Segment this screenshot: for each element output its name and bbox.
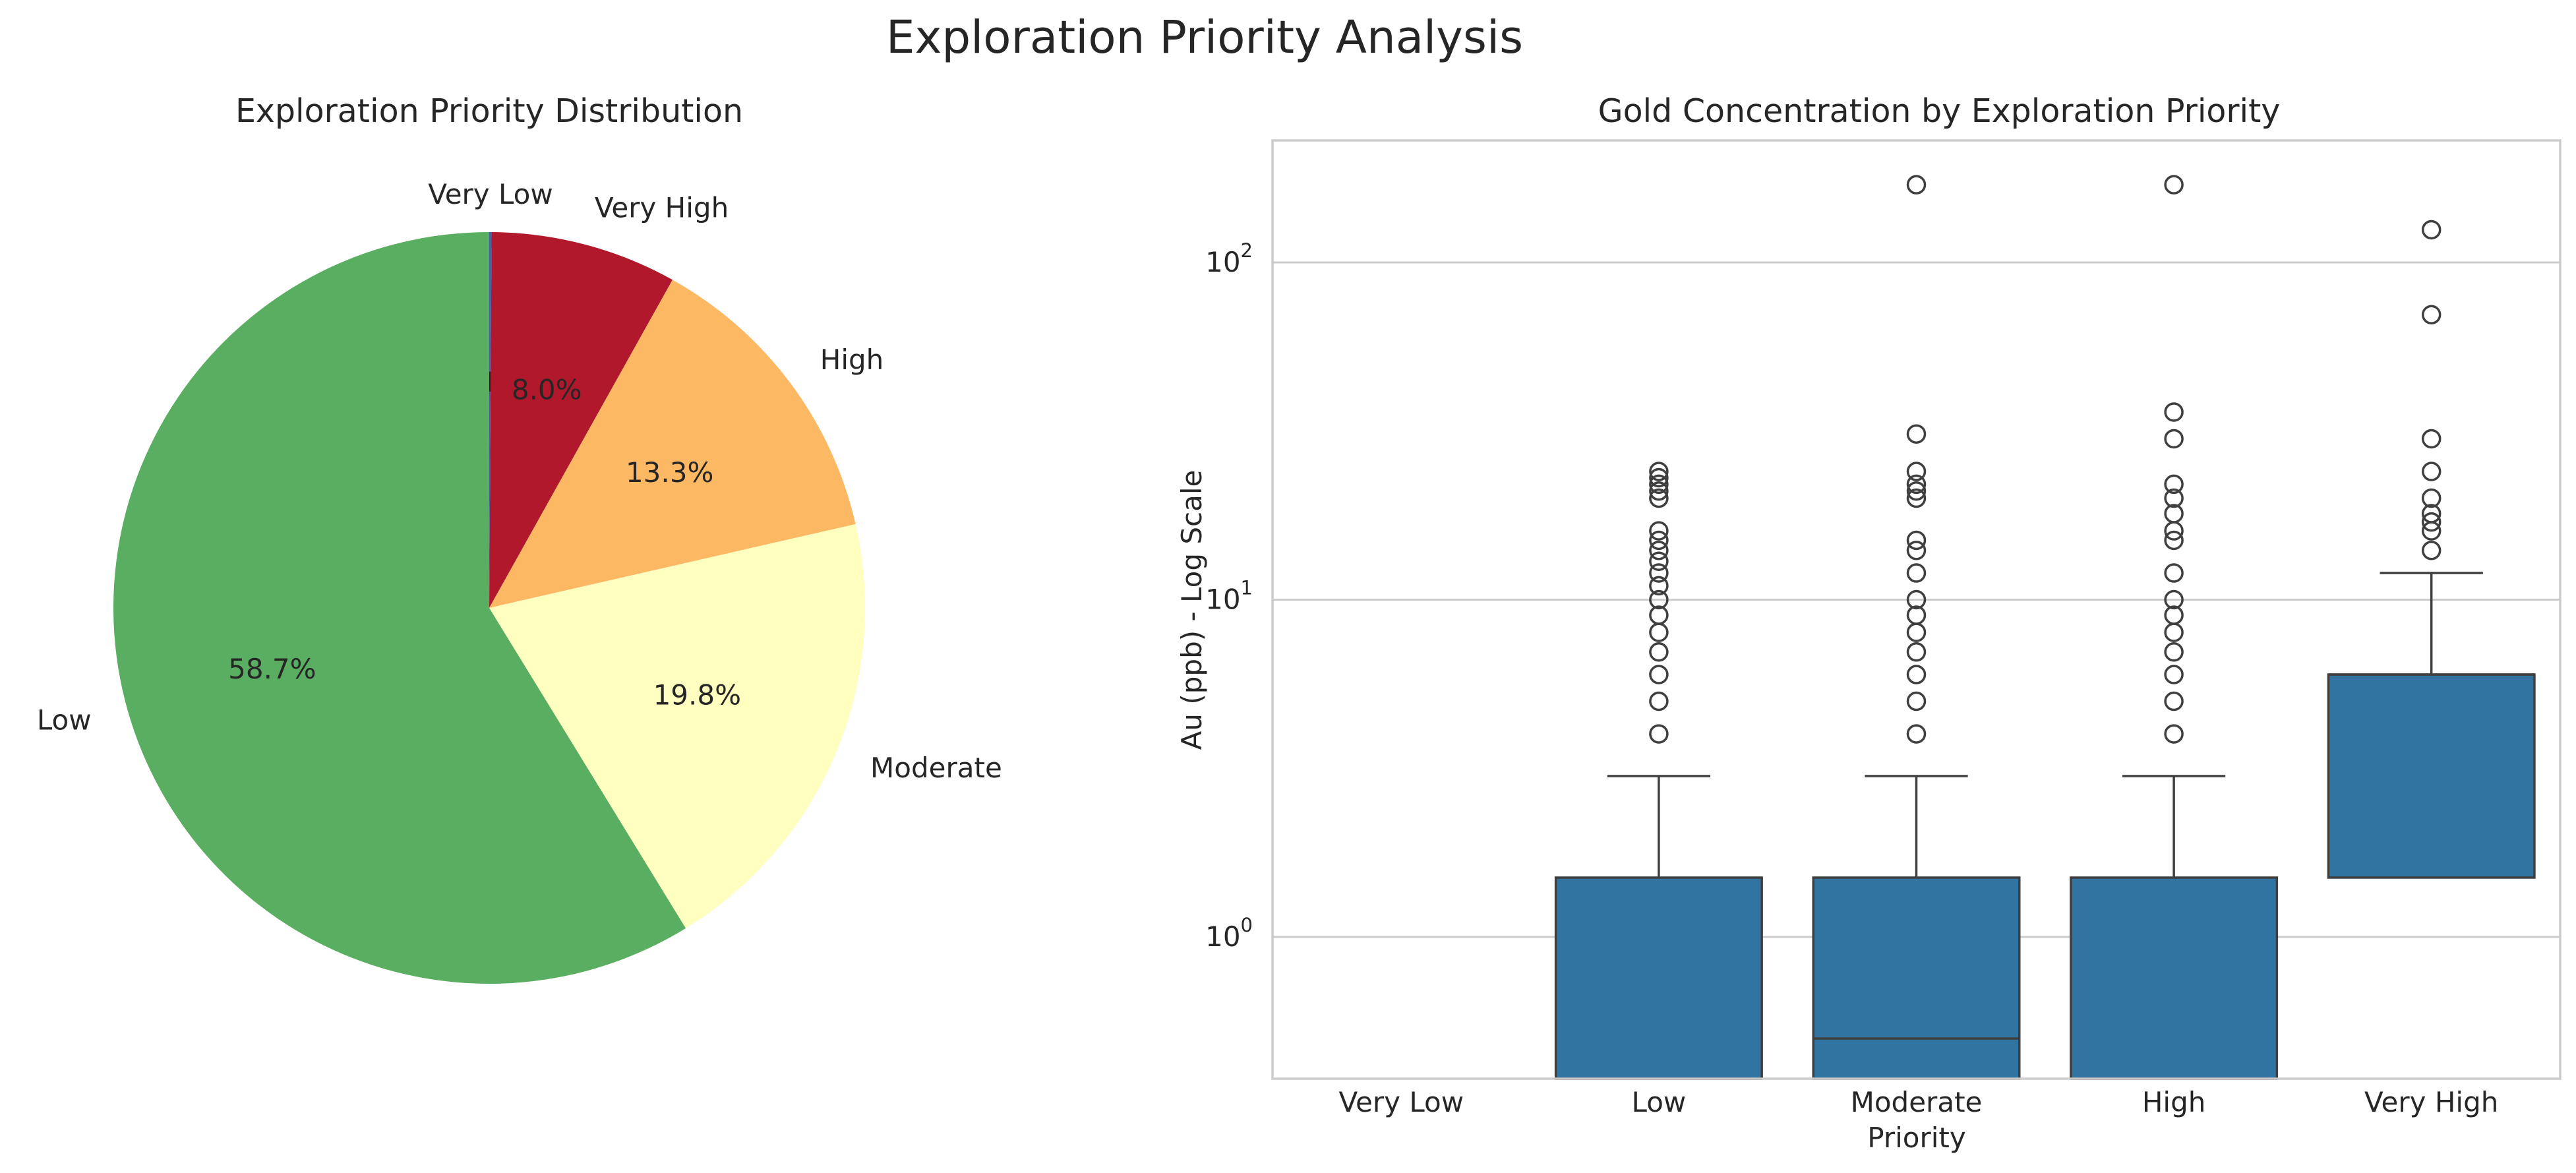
outlier-point xyxy=(2164,530,2184,551)
pie-slice-very-high xyxy=(489,232,673,609)
box-body xyxy=(2327,673,2536,879)
box-high xyxy=(2070,175,2279,1080)
box-plot: 100 101 102 Very Low Low Moderate High Very Hig… xyxy=(1205,139,2561,1118)
outlier-point xyxy=(1649,467,1669,488)
outlier-point xyxy=(1649,541,1669,560)
outlier-point xyxy=(2164,642,2184,662)
x-tick-very-low: Very Low xyxy=(1339,1086,1464,1118)
outlier-point xyxy=(2164,589,2184,610)
outlier-point xyxy=(1649,724,1669,744)
outlier-point xyxy=(1906,541,1927,560)
pie-label-very-high: Very High xyxy=(595,192,729,224)
y-tick-label: 100 xyxy=(1205,914,1253,953)
outlier-point xyxy=(1906,605,1927,625)
outlier-point xyxy=(2164,724,2184,744)
box-body xyxy=(1554,876,1763,1080)
box-title: Gold Concentration by Exploration Priori… xyxy=(1598,92,2281,130)
outlier-point xyxy=(1906,622,1927,642)
outlier-point xyxy=(2164,474,2184,495)
outlier-point xyxy=(2421,305,2441,325)
outlier-point xyxy=(2164,665,2184,684)
pie-slice-moderate xyxy=(489,524,865,928)
outlier-point xyxy=(1906,563,1927,583)
outlier-point xyxy=(2421,220,2441,240)
outlier-point xyxy=(1649,622,1669,642)
pie-pct-high: 13.3% xyxy=(626,456,713,489)
outlier-point xyxy=(1649,605,1669,625)
outlier-point xyxy=(1649,481,1669,501)
outlier-point xyxy=(2421,541,2441,560)
pie-slice-low xyxy=(113,232,686,984)
outlier-point xyxy=(2164,691,2184,711)
outlier-point xyxy=(2421,488,2441,508)
outlier-point xyxy=(1906,642,1927,662)
outlier-point xyxy=(1906,474,1927,495)
outlier-point xyxy=(2421,462,2441,481)
outlier-point xyxy=(2164,563,2184,583)
pie-label-moderate: Moderate xyxy=(870,752,1002,784)
outlier-point xyxy=(2164,504,2184,524)
pie-pct-moderate: 19.8% xyxy=(653,678,741,711)
outlier-point xyxy=(1649,551,1669,572)
pie-label-high: High xyxy=(820,344,884,376)
pie-slice-very-low xyxy=(489,232,492,608)
pie-label-low: Low xyxy=(37,704,92,736)
outlier-point xyxy=(1906,589,1927,610)
outlier-point xyxy=(2421,429,2441,449)
pie-title: Exploration Priority Distribution xyxy=(235,92,743,130)
outlier-point xyxy=(1649,462,1669,481)
plot-frame xyxy=(1271,139,2561,1080)
figure-title: Exploration Priority Analysis xyxy=(886,11,1523,64)
box-moderate xyxy=(1812,175,2021,1080)
outlier-point xyxy=(1906,530,1927,551)
y-axis-label: Au (ppb) - Log Scale xyxy=(1176,470,1208,750)
outlier-point xyxy=(1649,691,1669,711)
outlier-point xyxy=(1649,474,1669,495)
outlier-point xyxy=(2421,504,2441,524)
outlier-point xyxy=(1906,424,1927,444)
outlier-point xyxy=(1649,642,1669,662)
box-very-high xyxy=(2327,220,2536,879)
x-axis-label: Priority xyxy=(1867,1122,1965,1154)
outlier-point xyxy=(2421,512,2441,532)
y-tick-label: 101 xyxy=(1205,577,1253,616)
outlier-point xyxy=(2164,429,2184,449)
x-tick-moderate: Moderate xyxy=(1851,1086,1983,1118)
outlier-point xyxy=(1906,462,1927,481)
outlier-point xyxy=(1906,724,1927,744)
outlier-point xyxy=(1906,665,1927,684)
pie-pct-very-high: 8.0% xyxy=(512,373,582,406)
box-low xyxy=(1554,462,1763,1080)
outlier-point xyxy=(1906,481,1927,501)
x-tick-high: High xyxy=(2142,1086,2206,1118)
outlier-point xyxy=(2164,175,2184,195)
outlier-point xyxy=(1649,521,1669,541)
x-tick-low: Low xyxy=(1632,1086,1687,1118)
outlier-point xyxy=(1649,530,1669,551)
outlier-point xyxy=(1649,576,1669,596)
y-tick-label: 102 xyxy=(1205,239,1253,278)
outlier-point xyxy=(1649,589,1669,610)
outlier-point xyxy=(1649,665,1669,684)
box-body xyxy=(1812,876,2021,1080)
outlier-point xyxy=(1906,488,1927,508)
outlier-point xyxy=(2164,402,2184,422)
pie-slice-high xyxy=(489,280,856,608)
outlier-point xyxy=(1906,691,1927,711)
pie-label-very-low: Very Low xyxy=(428,178,553,210)
outlier-point xyxy=(2164,605,2184,625)
outlier-point xyxy=(1906,175,1927,195)
x-tick-very-high: Very High xyxy=(2364,1086,2498,1118)
outlier-point xyxy=(1649,563,1669,583)
box-body xyxy=(2070,876,2279,1080)
outlier-point xyxy=(1649,488,1669,508)
outlier-point xyxy=(2164,488,2184,508)
outlier-point xyxy=(2164,622,2184,642)
pie-pct-low: 58.7% xyxy=(228,653,316,685)
